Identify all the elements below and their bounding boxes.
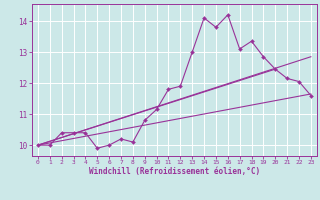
- X-axis label: Windchill (Refroidissement éolien,°C): Windchill (Refroidissement éolien,°C): [89, 167, 260, 176]
